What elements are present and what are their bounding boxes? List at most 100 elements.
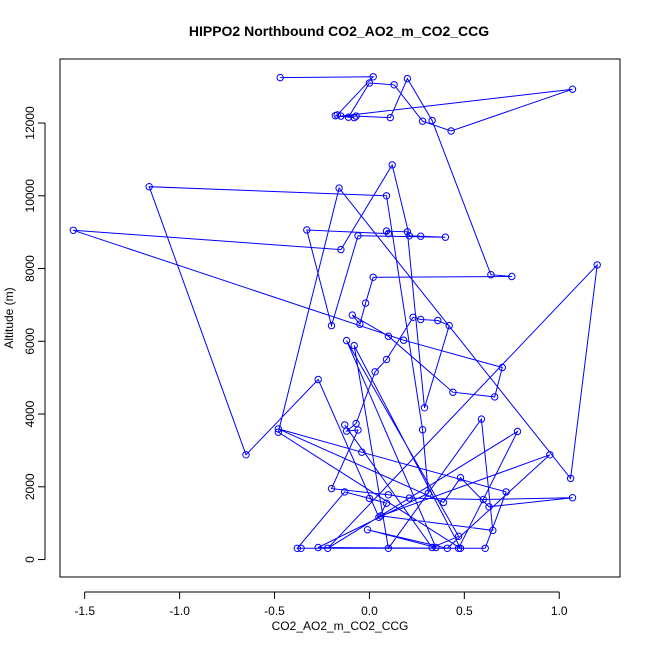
data-point: [403, 74, 412, 83]
data-point: [432, 543, 440, 552]
data-point: [371, 368, 379, 376]
data-point: [303, 226, 311, 234]
y-tick-label: 2000: [23, 473, 37, 500]
data-point: [481, 544, 489, 552]
data-point: [403, 228, 412, 236]
data-point: [409, 313, 417, 321]
data-point: [348, 311, 356, 319]
data-point: [566, 474, 575, 483]
x-tick-label: 1.0: [551, 604, 568, 618]
y-tick-label: 10000: [23, 179, 37, 213]
data-point: [498, 363, 506, 372]
data-point: [399, 336, 408, 344]
data-point: [428, 116, 436, 125]
data-point: [449, 388, 457, 396]
data-point: [405, 232, 413, 240]
data-point: [314, 543, 322, 552]
y-tick-label: 8000: [23, 255, 37, 282]
data-point: [352, 419, 360, 428]
data-point: [568, 85, 577, 93]
data-point: [439, 498, 448, 507]
data-point: [276, 73, 284, 82]
data-point: [341, 488, 349, 496]
series-line: [73, 76, 598, 550]
data-point: [327, 321, 336, 330]
data-point: [384, 332, 393, 340]
data-point: [454, 544, 463, 552]
data-point: [363, 526, 372, 534]
data-point: [341, 421, 349, 429]
data-point: [420, 404, 429, 412]
data-point: [489, 526, 497, 535]
data-point: [479, 495, 487, 504]
data-point: [69, 226, 78, 235]
data-point: [354, 232, 362, 240]
data-point: [382, 499, 391, 507]
data-point: [324, 544, 332, 552]
data-point: [369, 273, 377, 281]
data-point: [350, 113, 358, 122]
data-point: [390, 81, 398, 89]
y-tick-label: 0: [23, 556, 37, 563]
series-layer: [69, 73, 601, 552]
data-point: [350, 341, 358, 350]
data-point: [434, 316, 442, 325]
data-point: [297, 544, 305, 552]
x-tick-label: -1.0: [169, 604, 190, 618]
data-point: [377, 512, 385, 520]
x-axis: -1.5 -1.0 -0.5 0.0 0.5 1.0: [74, 591, 568, 618]
data-point: [546, 451, 554, 459]
data-point: [454, 532, 463, 540]
data-point: [274, 428, 282, 436]
x-tick-label: -0.5: [264, 604, 285, 618]
y-tick-label: 6000: [23, 328, 37, 355]
data-point: [293, 544, 301, 552]
data-point: [443, 544, 451, 552]
data-point: [331, 112, 339, 120]
y-axis-label: Altitude (m): [2, 287, 16, 348]
data-point: [428, 543, 436, 552]
data-point: [491, 393, 499, 401]
chart-title: HIPPO2 Northbound CO2_AO2_m_CO2_CCG: [189, 23, 489, 39]
data-point: [568, 494, 577, 502]
data-point: [384, 544, 393, 552]
data-point: [314, 375, 322, 384]
data-point: [358, 448, 366, 456]
data-point: [365, 494, 374, 503]
data-point: [593, 261, 601, 269]
y-tick-label: 4000: [23, 400, 37, 427]
data-point: [477, 415, 486, 423]
data-point: [356, 320, 364, 328]
data-point: [513, 427, 522, 436]
data-point: [382, 192, 391, 200]
data-point: [456, 544, 465, 552]
data-point: [418, 426, 427, 434]
data-point: [456, 474, 465, 482]
data-point: [384, 491, 393, 499]
x-tick-label: -1.5: [74, 604, 95, 618]
data-point: [369, 73, 377, 81]
data-point: [386, 113, 394, 122]
data-point: [352, 112, 360, 120]
data-point: [337, 112, 345, 120]
data-point: [445, 321, 453, 330]
data-point: [337, 245, 345, 254]
data-point: [441, 233, 450, 241]
data-point: [485, 503, 493, 511]
data-point: [365, 79, 374, 87]
data-point: [344, 113, 353, 121]
data-point: [335, 184, 343, 192]
data-point: [274, 425, 282, 433]
data-point: [502, 488, 510, 496]
x-tick-label: 0.0: [361, 604, 378, 618]
data-point: [382, 227, 391, 235]
data-point: [375, 513, 383, 521]
data-point: [417, 315, 425, 324]
x-tick-label: 0.5: [456, 604, 473, 618]
data-point: [417, 232, 425, 240]
plot-frame: [59, 58, 621, 578]
y-axis: 0 2000 4000 6000 8000 10000 12000: [23, 106, 46, 563]
data-point: [327, 484, 336, 493]
data-point: [405, 494, 413, 502]
